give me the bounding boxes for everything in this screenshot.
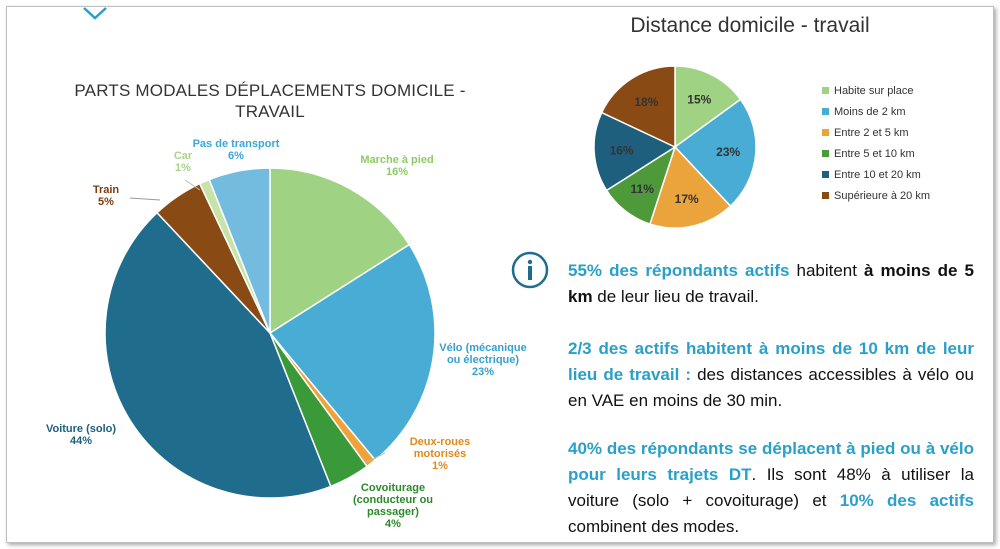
label-velo-mecanique-ou-electrique: Vélo (mécanique ou électrique) 23% bbox=[439, 342, 526, 378]
chevron-down-icon bbox=[83, 7, 107, 20]
distance-chart-title: Distance domicile - travail bbox=[630, 14, 870, 37]
legend-moins-de-2-km: Moins de 2 km bbox=[834, 106, 906, 118]
slice-entre-10-et-20-km bbox=[593, 111, 677, 192]
legend-swatch-habite-sur-place bbox=[822, 87, 829, 94]
legend-habite-sur-place: Habite sur place bbox=[834, 85, 914, 97]
slice-marche-a-pied bbox=[269, 167, 411, 335]
leader-line-train bbox=[129, 197, 161, 201]
info-paragraph-2: 2/3 des actifs habitent à moins de 10 km… bbox=[568, 336, 974, 414]
slice-pas-de-transport bbox=[208, 167, 271, 334]
leader-line-deux-roues bbox=[364, 452, 386, 464]
label-deux-roues-motorises: Deux-roues motorisés 1% bbox=[410, 436, 471, 472]
legend-swatch-entre-10-et-20-km bbox=[822, 171, 829, 178]
slice-habite-sur-place bbox=[674, 65, 742, 149]
info-p2-highlight: 2/3 des actifs habitent à moins de 10 km… bbox=[568, 339, 974, 384]
info-p1-highlight: 55% des répondants actifs bbox=[568, 261, 790, 280]
info-paragraph-3: 40% des répondants se déplacent à pied o… bbox=[568, 436, 974, 540]
label-voiture-solo: Voiture (solo) 44% bbox=[46, 423, 116, 447]
pct-entre-10-et-20-km: 16% bbox=[610, 143, 634, 157]
legend-swatch-superieure-a-20-km bbox=[822, 192, 829, 199]
modal-share-slices bbox=[104, 167, 436, 499]
info-p3-highlight-2: 10% des actifs bbox=[839, 491, 974, 510]
legend-entre-5-et-10-km: Entre 5 et 10 km bbox=[834, 148, 915, 160]
legend-entre-2-et-5-km: Entre 2 et 5 km bbox=[834, 127, 909, 139]
legend-swatch-entre-2-et-5-km bbox=[822, 129, 829, 136]
distance-slices bbox=[593, 65, 757, 229]
info-p3-highlight: 40% des répondants se déplacent à pied o… bbox=[568, 439, 974, 484]
slice-moins-de-2-km bbox=[673, 98, 757, 208]
slice-superieure-a-20-km bbox=[600, 65, 676, 149]
info-p2-text: des distances accessibles à vélo ou en V… bbox=[568, 365, 974, 410]
leader-line-car bbox=[184, 179, 201, 191]
slice-velo-mecanique-ou-electrique bbox=[268, 243, 436, 462]
slice-voiture-solo bbox=[104, 211, 332, 499]
info-p1-tail: de leur lieu de travail. bbox=[592, 287, 759, 306]
info-p1-text: habitent bbox=[789, 261, 865, 280]
pct-habite-sur-place: 15% bbox=[687, 92, 711, 106]
legend-superieure-a-20-km: Supérieure à 20 km bbox=[834, 190, 930, 202]
label-covoiturage-conducteur-ou-passager: Covoiturage (conducteur ou passager) 4% bbox=[353, 482, 433, 530]
label-train: Train 5% bbox=[93, 184, 120, 208]
info-p3-text: . Ils sont 48% à utiliser la voiture (so… bbox=[568, 465, 974, 510]
info-p3-tail: combinent des modes. bbox=[568, 517, 740, 536]
label-car: Car 1% bbox=[174, 150, 193, 174]
info-paragraph-1: 55% des répondants actifs habitent à moi… bbox=[568, 258, 974, 310]
info-icon bbox=[511, 251, 549, 289]
legend-entre-10-et-20-km: Entre 10 et 20 km bbox=[834, 169, 921, 181]
legend-swatch-entre-5-et-10-km bbox=[822, 150, 829, 157]
modal-share-chart-title: PARTS MODALES DÉPLACEMENTS DOMICILE - TR… bbox=[74, 81, 466, 121]
info-p1-bold: à moins de 5 km bbox=[568, 261, 974, 306]
pct-moins-de-2-km: 23% bbox=[716, 145, 740, 159]
slice-entre-2-et-5-km bbox=[649, 145, 732, 229]
pct-entre-5-et-10-km: 11% bbox=[631, 182, 655, 196]
label-marche-a-pied: Marche à pied 16% bbox=[360, 154, 433, 178]
legend-swatch-moins-de-2-km bbox=[822, 108, 829, 115]
label-pas-de-transport: Pas de transport 6% bbox=[193, 138, 280, 162]
pct-entre-2-et-5-km: 17% bbox=[675, 192, 699, 206]
pct-superieure-a-20-km: 18% bbox=[634, 95, 658, 109]
